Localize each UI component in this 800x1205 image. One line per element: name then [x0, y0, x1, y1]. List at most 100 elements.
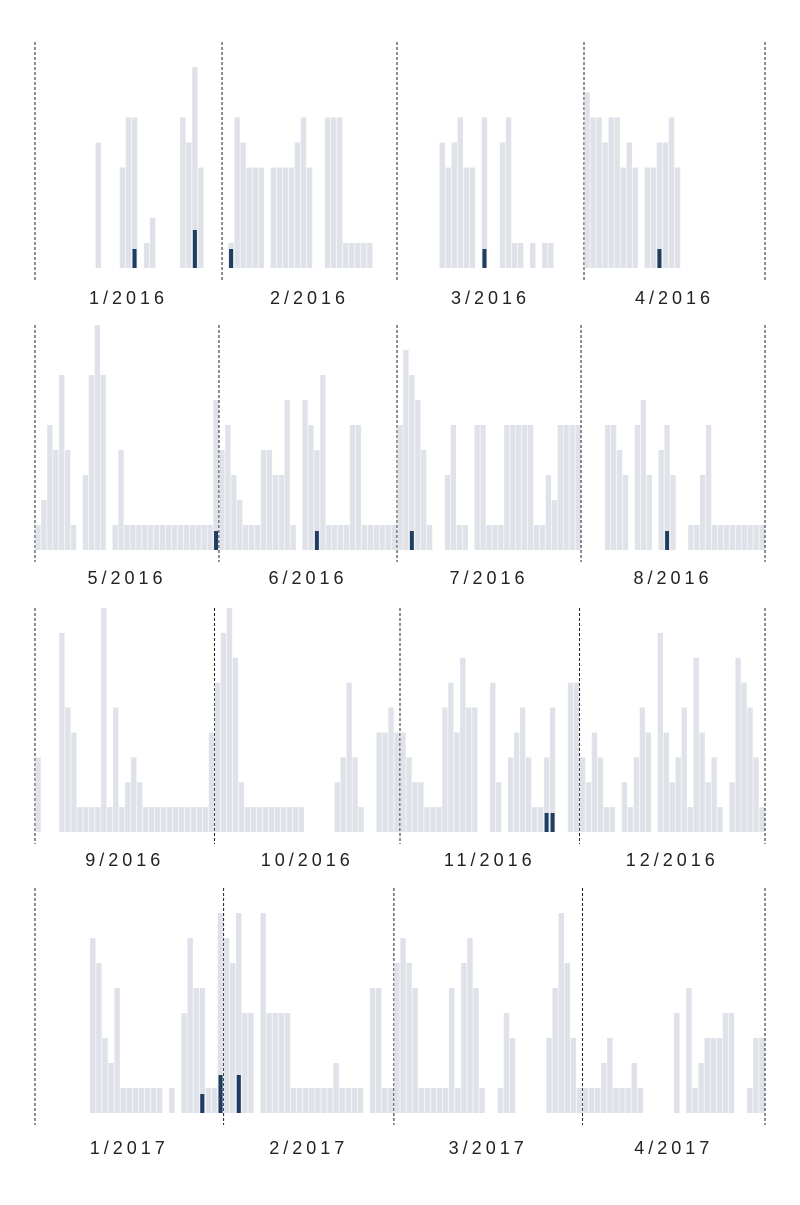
day-bar	[741, 525, 747, 550]
day-bar	[262, 807, 269, 832]
day-bar	[662, 142, 669, 268]
day-bar	[375, 988, 382, 1113]
day-bar	[469, 167, 476, 268]
day-bar	[668, 117, 675, 268]
day-bar	[634, 425, 641, 550]
day-bar	[388, 1088, 394, 1113]
day-bar	[513, 732, 520, 832]
day-bar	[400, 938, 406, 1113]
day-bar	[284, 400, 290, 550]
day-bar	[699, 732, 705, 832]
day-bar	[132, 1088, 139, 1113]
day-bar	[248, 1013, 254, 1113]
day-bar	[570, 1038, 577, 1113]
day-bar	[345, 1088, 352, 1113]
month-label: 1/2017	[90, 1138, 169, 1158]
day-bar	[41, 500, 47, 550]
day-bar	[250, 807, 257, 832]
day-bar	[357, 1088, 364, 1113]
day-bar	[59, 632, 65, 832]
day-bar	[260, 913, 266, 1113]
day-bar	[309, 1088, 315, 1113]
day-bar	[436, 1088, 443, 1113]
day-bar	[220, 632, 227, 832]
day-bar	[645, 732, 652, 832]
day-bar	[631, 1063, 637, 1113]
day-bar	[270, 167, 277, 268]
day-bar	[148, 525, 154, 550]
day-bar	[35, 757, 41, 832]
day-bar	[542, 242, 548, 268]
highlight-bar	[550, 813, 555, 832]
day-bar	[107, 807, 113, 832]
month-label: 2/2016	[270, 288, 349, 308]
day-bar	[334, 782, 340, 832]
day-bar	[165, 525, 172, 550]
day-bar	[35, 525, 41, 550]
day-bar	[597, 757, 604, 832]
day-bar	[302, 400, 308, 550]
day-bar	[616, 450, 623, 550]
day-bar	[290, 525, 296, 550]
day-bar	[296, 1088, 303, 1113]
day-bar	[178, 807, 185, 832]
day-bar	[183, 525, 190, 550]
day-bar	[219, 450, 225, 550]
day-bar	[457, 117, 464, 268]
day-bar	[64, 450, 71, 550]
day-bar	[658, 450, 664, 550]
highlight-bar	[229, 249, 234, 268]
day-bar	[602, 142, 608, 268]
day-bar	[711, 525, 718, 550]
day-bar	[90, 938, 96, 1113]
day-bar	[686, 988, 692, 1113]
day-bar	[687, 807, 693, 832]
day-bar	[268, 807, 275, 832]
day-bar	[340, 757, 346, 832]
day-bar	[294, 142, 301, 268]
day-bar	[148, 807, 155, 832]
day-bar	[650, 167, 657, 268]
day-bar	[505, 117, 512, 268]
day-bar	[391, 525, 397, 550]
day-bar	[171, 525, 178, 550]
day-bar	[591, 732, 598, 832]
day-bar	[201, 525, 207, 550]
day-bar	[467, 938, 473, 1113]
month-label: 11/2016	[444, 850, 536, 870]
day-bar	[278, 475, 284, 550]
day-bar	[496, 782, 502, 832]
day-bar	[342, 242, 349, 268]
day-bar	[503, 1013, 510, 1113]
day-bar	[619, 1088, 625, 1113]
day-bar	[596, 117, 602, 268]
day-bar	[302, 1088, 309, 1113]
day-bar	[169, 1088, 175, 1113]
day-bar	[100, 375, 106, 550]
day-bar	[199, 988, 206, 1113]
day-bar	[454, 732, 460, 832]
day-bar	[190, 807, 197, 832]
day-bar	[711, 757, 717, 832]
day-bar	[211, 1088, 218, 1113]
day-bar	[189, 525, 195, 550]
day-bar	[644, 167, 651, 268]
chart-row: 9/2016 10/2016 11/2016 12/2016	[34, 608, 766, 870]
day-bar	[728, 1013, 735, 1113]
day-bar	[226, 608, 233, 832]
day-bar	[214, 682, 221, 832]
day-bar	[504, 425, 510, 550]
day-bar	[114, 988, 120, 1113]
day-bar	[314, 450, 320, 550]
day-bar	[288, 167, 295, 268]
day-bar	[552, 988, 558, 1113]
highlight-bar	[482, 249, 487, 268]
day-bar	[674, 1013, 680, 1113]
day-bar	[473, 988, 479, 1113]
day-bar	[753, 757, 759, 832]
month-label: 5/2016	[87, 568, 166, 588]
chart-row: 1/2017 2/2017 3/2017 4/2017	[34, 888, 766, 1158]
day-bar	[276, 167, 283, 268]
day-bar	[421, 450, 427, 550]
day-bar	[479, 1088, 485, 1113]
